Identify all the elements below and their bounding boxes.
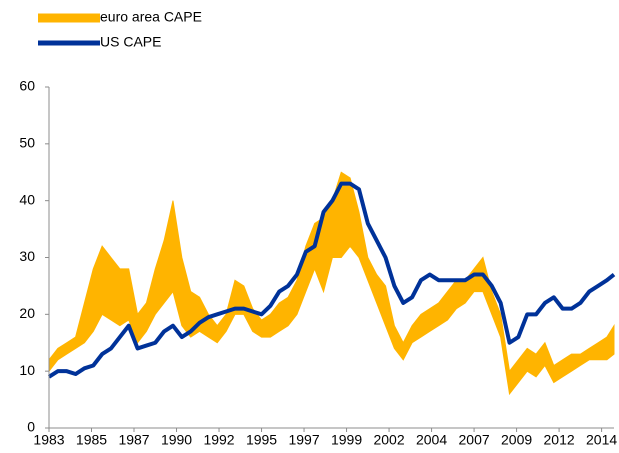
legend-label: US CAPE	[100, 34, 161, 50]
x-tick-label: 1983	[33, 432, 64, 448]
x-tick-label: 2002	[373, 432, 404, 448]
legend-label: euro area CAPE	[100, 9, 202, 25]
y-tick-label: 0	[27, 419, 35, 435]
x-tick-label: 2004	[416, 432, 447, 448]
y-tick-label: 40	[19, 191, 35, 207]
x-tick-label: 1992	[203, 432, 234, 448]
x-tick-label: 1995	[246, 432, 277, 448]
x-tick-label: 1999	[331, 432, 362, 448]
y-tick-label: 60	[19, 78, 35, 94]
x-tick-label: 2009	[501, 432, 532, 448]
y-tick-label: 20	[19, 305, 35, 321]
y-tick-label: 10	[19, 362, 35, 378]
y-tick-label: 30	[19, 248, 35, 264]
x-tick-label: 2007	[459, 432, 490, 448]
x-tick-label: 1987	[118, 432, 149, 448]
line	[47, 181, 616, 379]
x-tick-label: 2012	[544, 432, 575, 448]
x-tick-label: 1985	[76, 432, 107, 448]
x-tick-label: 1990	[161, 432, 192, 448]
y-tick-label: 50	[19, 135, 35, 151]
x-tick-label: 1997	[288, 432, 319, 448]
x-tick-label: 2014	[586, 432, 617, 448]
band-area	[48, 171, 615, 396]
